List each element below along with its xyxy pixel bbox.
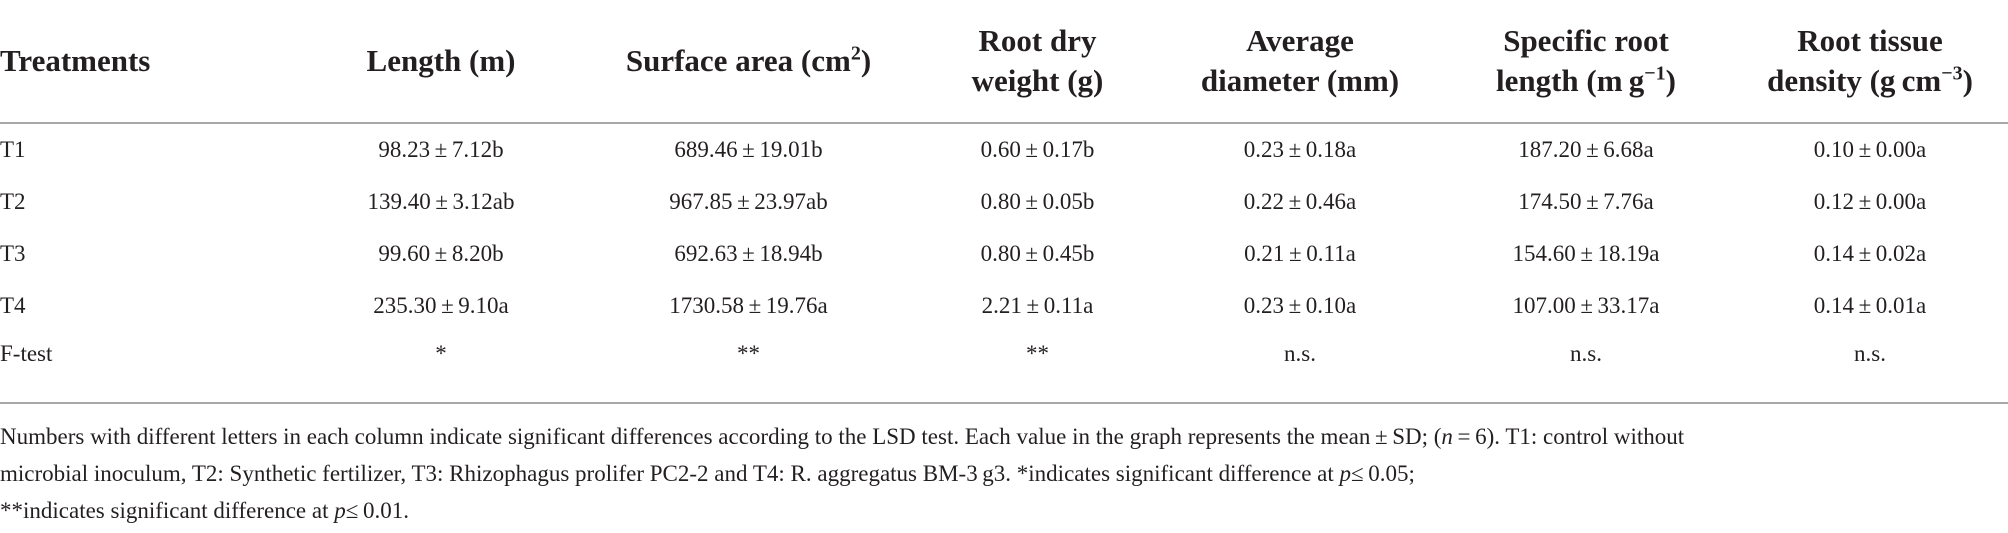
table-cell: 99.60 ± 8.20b [378,241,504,266]
table-cell: 235.30 ± 9.10a [373,293,509,318]
table-cell: 187.20 ± 6.68a [1518,137,1654,162]
header-root-tissue-density: Root tissue density (g cm−3) [1732,0,2008,124]
table-body: T1 98.23 ± 7.12b 689.46 ± 19.01b 0.60 ± … [0,123,2008,397]
table-cell: n.s. [1854,341,1886,366]
row-label: T2 [0,189,26,214]
table-header: Treatments Length (m) Surface area (cm2)… [0,0,2008,124]
table-cell: * [435,341,447,366]
table-cell: 967.85 ± 23.97ab [669,189,828,214]
table-cell: ** [1026,341,1049,366]
table-row-f-test: F-test * ** ** n.s. n.s. n.s. [0,332,2008,397]
header-root-dry-weight: Root dry weight (g) [915,0,1160,124]
table-cell: 2.21 ± 0.11a [981,293,1094,318]
table-cell: 0.21 ± 0.11a [1244,241,1356,266]
header-treatments: Treatments [0,0,300,124]
table-cell: 0.22 ± 0.46a [1243,189,1357,214]
table-footnote: Numbers with different letters in each c… [0,418,2000,529]
row-label: T4 [0,293,26,318]
table-row: T4 235.30 ± 9.10a 1730.58 ± 19.76a 2.21 … [0,280,2008,332]
footnote-line-2: microbial inoculum, T2: Synthetic fertil… [0,461,1415,486]
footnote-line-3: **indicates significant difference at p≤… [0,498,409,523]
table-cell: 0.80 ± 0.45b [980,241,1095,266]
table-cell: 0.60 ± 0.17b [980,137,1095,162]
header-row: Treatments Length (m) Surface area (cm2)… [0,0,2008,124]
table-cell: 174.50 ± 7.76a [1518,189,1654,214]
table-row: T3 99.60 ± 8.20b 692.63 ± 18.94b 0.80 ± … [0,228,2008,280]
header-average-diameter: Average diameter (mm) [1160,0,1440,124]
header-length: Length (m) [300,0,582,124]
row-label: T3 [0,241,26,266]
table-cell: 0.23 ± 0.10a [1243,293,1357,318]
header-specific-root-length: Specific root length (m g−1) [1440,0,1732,124]
table-cell: 139.40 ± 3.12ab [367,189,515,214]
table-cell: 107.00 ± 33.17a [1512,293,1660,318]
table-cell: 0.80 ± 0.05b [980,189,1095,214]
data-table: Treatments Length (m) Surface area (cm2)… [0,0,2008,397]
row-label: F-test [0,341,53,366]
table-cell: 689.46 ± 19.01b [674,137,823,162]
table-cell: 1730.58 ± 19.76a [669,293,828,318]
footnote-line-1: Numbers with different letters in each c… [0,424,1685,449]
table-cell: 0.10 ± 0.00a [1813,137,1927,162]
table-cell: 98.23 ± 7.12b [378,137,504,162]
table-cell: 0.23 ± 0.18a [1243,137,1357,162]
table-cell: 0.12 ± 0.00a [1813,189,1927,214]
table-cell: n.s. [1284,341,1316,366]
table-row: T1 98.23 ± 7.12b 689.46 ± 19.01b 0.60 ± … [0,123,2008,176]
table-cell: 0.14 ± 0.01a [1813,293,1927,318]
table-bottom-rule [0,402,2008,404]
header-surface-area: Surface area (cm2) [582,0,915,124]
table-cell: 692.63 ± 18.94b [674,241,823,266]
table-cell: 154.60 ± 18.19a [1512,241,1660,266]
row-label: T1 [0,137,26,162]
table-cell: ** [737,341,760,366]
table-row: T2 139.40 ± 3.12ab 967.85 ± 23.97ab 0.80… [0,176,2008,228]
table-cell: 0.14 ± 0.02a [1813,241,1927,266]
table-cell: n.s. [1570,341,1602,366]
